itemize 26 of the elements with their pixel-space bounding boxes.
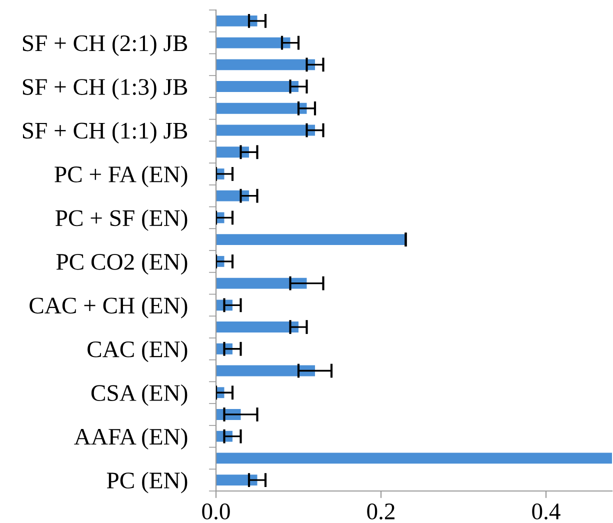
y-tick-label: SF + CH (1:1) JB: [22, 122, 188, 144]
bar: [216, 452, 612, 464]
y-tick-label: PC + SF (EN): [56, 210, 188, 231]
bar: [216, 234, 406, 246]
bar: [216, 474, 258, 486]
y-tick-label: CSA (EN): [91, 384, 188, 406]
bar: [216, 322, 298, 332]
bar: [216, 102, 307, 114]
x-tick-label: 0.0: [202, 503, 230, 520]
y-tick-label: SF + CH (1:3) JB: [22, 78, 188, 100]
y-tick-label: PC (EN): [106, 472, 188, 494]
bar: [216, 365, 315, 376]
y-tick-label: PC + FA (EN): [54, 166, 188, 188]
bar: [216, 124, 315, 136]
bar: [216, 15, 258, 26]
bar: [216, 37, 290, 48]
bar: [216, 278, 307, 289]
x-tick-label: 0.4: [532, 503, 560, 520]
y-tick-label: PC CO2 (EN): [56, 253, 188, 275]
bar: [216, 59, 315, 70]
bar: [216, 81, 298, 92]
y-tick-label: CAC + CH (EN): [30, 296, 188, 318]
y-tick-label: SF + CH (2:1) JB: [22, 34, 188, 56]
x-tick-label: 0.2: [367, 503, 394, 520]
y-tick-label: AAFA (EN): [74, 428, 188, 450]
y-tick-label: CAC (EN): [88, 340, 188, 362]
